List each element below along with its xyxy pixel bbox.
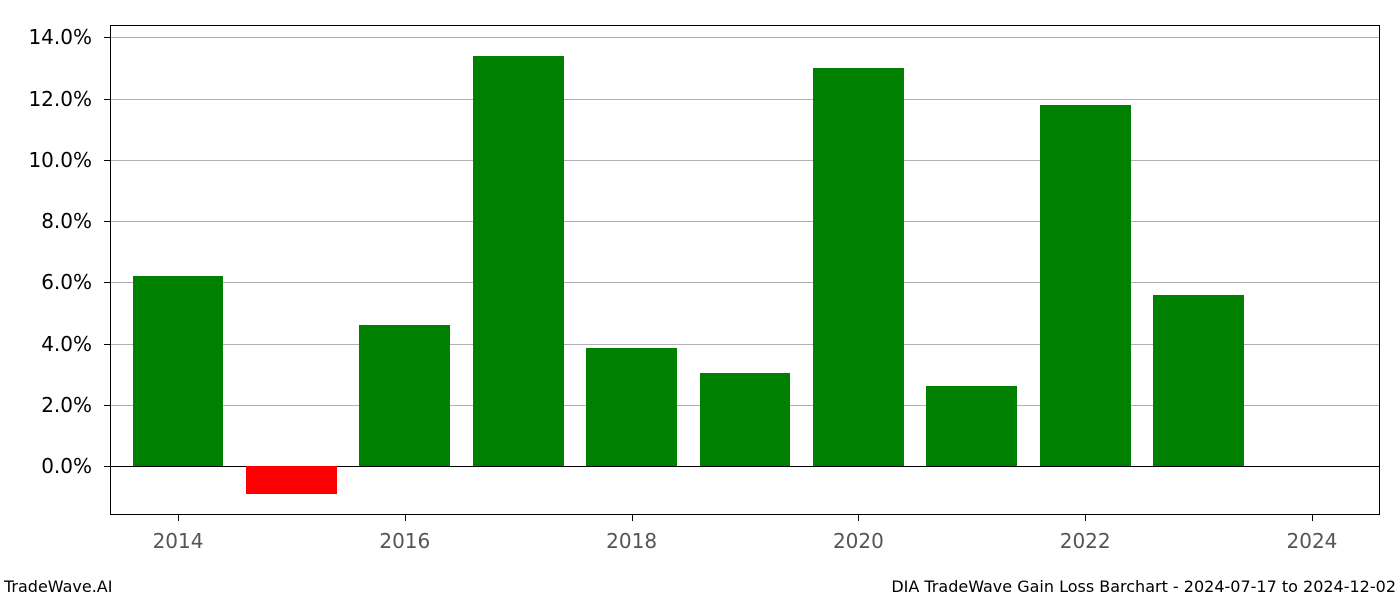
- y-tick-label: 10.0%: [28, 148, 110, 172]
- y-tick-label: 4.0%: [41, 332, 110, 356]
- gridline: [110, 37, 1380, 38]
- bar: [473, 56, 564, 466]
- y-tick-label: 2.0%: [41, 393, 110, 417]
- x-tick-label: 2022: [1060, 515, 1111, 553]
- bar: [133, 276, 224, 466]
- gridline: [110, 282, 1380, 283]
- bar: [813, 68, 904, 466]
- bar: [926, 386, 1017, 466]
- bar: [246, 466, 337, 494]
- chart-canvas: 0.0% 2.0% 4.0% 6.0% 8.0% 10.0% 12.0% 14.0% 2014 2…: [0, 0, 1400, 600]
- bar: [700, 373, 791, 466]
- bar: [1153, 295, 1244, 467]
- y-tick-label: 14.0%: [28, 25, 110, 49]
- gridline: [110, 160, 1380, 161]
- y-tick-label: 0.0%: [41, 454, 110, 478]
- bar: [586, 348, 677, 466]
- footer-right-text: DIA TradeWave Gain Loss Barchart - 2024-…: [891, 577, 1396, 596]
- bar: [359, 325, 450, 466]
- y-tick-label: 12.0%: [28, 87, 110, 111]
- y-tick-label: 8.0%: [41, 209, 110, 233]
- plot-area: 0.0%2.0%4.0%6.0%8.0%10.0%12.0%14.0%20142…: [110, 25, 1380, 515]
- y-tick-label: 6.0%: [41, 270, 110, 294]
- footer-left-text: TradeWave.AI: [4, 577, 112, 596]
- x-tick-label: 2014: [153, 515, 204, 553]
- x-tick-label: 2018: [606, 515, 657, 553]
- x-tick-label: 2016: [379, 515, 430, 553]
- bar: [1040, 105, 1131, 466]
- gridline: [110, 221, 1380, 222]
- x-tick-label: 2024: [1287, 515, 1338, 553]
- gridline: [110, 99, 1380, 100]
- x-tick-label: 2020: [833, 515, 884, 553]
